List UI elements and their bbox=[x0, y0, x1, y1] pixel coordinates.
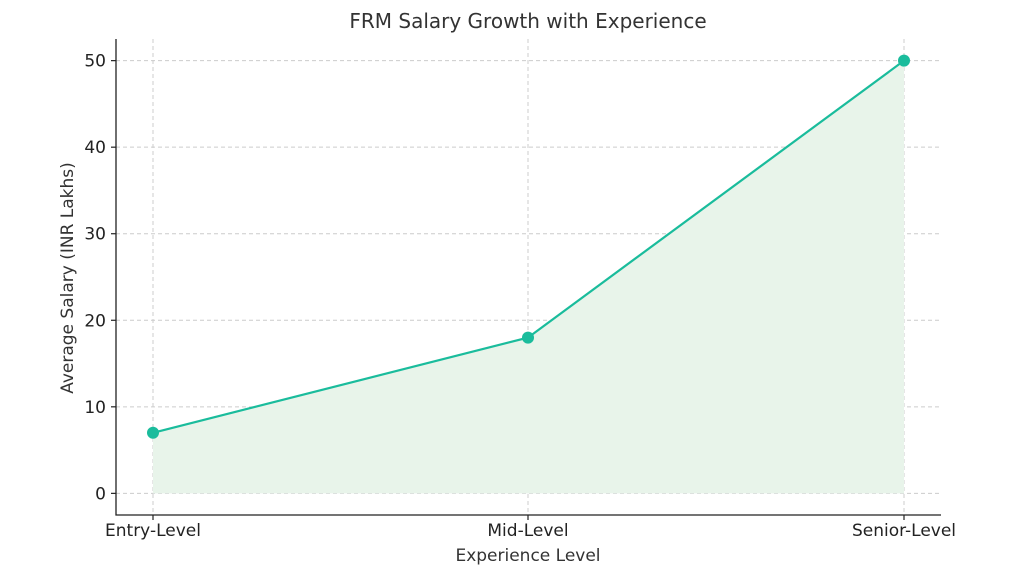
x-axis-ticks: Entry-Level Mid-Level Senior-Level bbox=[105, 515, 956, 541]
y-tick-label: 20 bbox=[84, 311, 106, 331]
axes bbox=[115, 39, 941, 516]
axis-spines bbox=[115, 39, 941, 516]
y-tick-label: 10 bbox=[84, 398, 106, 418]
y-axis-label: Average Salary (INR Lakhs) bbox=[58, 162, 78, 394]
y-tick-label: 40 bbox=[84, 138, 106, 158]
y-tick-label: 50 bbox=[84, 52, 106, 72]
x-axis-label: Experience Level bbox=[455, 546, 600, 566]
y-tick-label: 0 bbox=[95, 484, 106, 504]
chart-title: FRM Salary Growth with Experience bbox=[349, 9, 706, 33]
data-point bbox=[147, 426, 159, 439]
data-point bbox=[522, 331, 534, 344]
x-tick-label: Mid-Level bbox=[487, 521, 568, 541]
data-point bbox=[898, 54, 910, 67]
y-axis-ticks: 0 10 20 30 40 50 bbox=[84, 52, 116, 504]
data-points bbox=[147, 54, 910, 439]
x-tick-label: Senior-Level bbox=[852, 521, 956, 541]
x-tick-label: Entry-Level bbox=[105, 521, 201, 541]
y-tick-label: 30 bbox=[84, 225, 106, 245]
